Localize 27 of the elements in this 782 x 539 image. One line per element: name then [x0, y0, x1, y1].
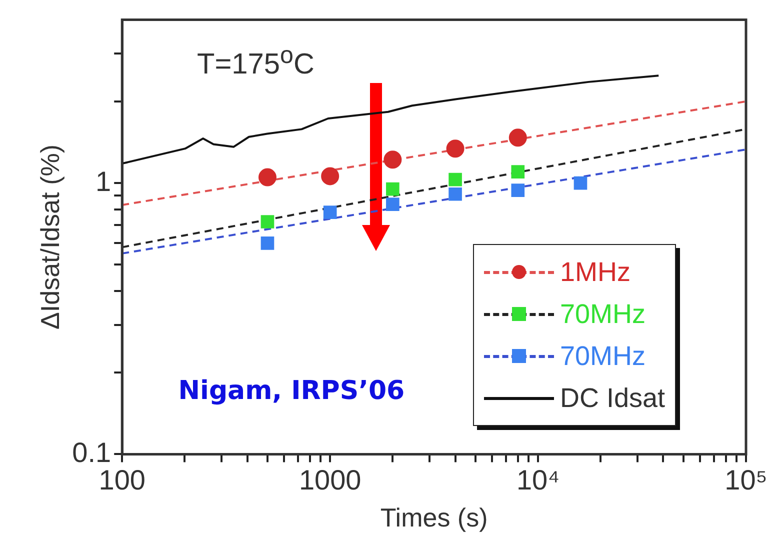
legend-label: 70MHz [560, 340, 646, 374]
point [508, 128, 527, 147]
point [511, 165, 525, 178]
x-tick-label: 10⁴ [516, 464, 560, 496]
point [384, 150, 402, 169]
y-tick-label: 1 [96, 166, 112, 197]
point [260, 236, 274, 250]
point [448, 172, 462, 186]
legend-label: DC Idsat [560, 382, 665, 416]
x-axis-title: Times (s) [380, 502, 488, 533]
point [321, 167, 340, 186]
point [323, 206, 337, 219]
point [260, 215, 274, 228]
point [448, 188, 462, 201]
x-tick-label: 1000 [298, 464, 362, 496]
point [446, 140, 464, 158]
legend-label: 70MHz [560, 298, 646, 332]
point [511, 184, 525, 197]
legend-label: 1MHz [560, 256, 630, 290]
x-tick-label: 10⁵ [724, 464, 768, 496]
point [574, 176, 588, 190]
annotation: T=175$^{o}$C [196, 42, 314, 82]
point [386, 182, 400, 196]
point [258, 168, 276, 186]
y-axis-title: ΔIdsat/Idsat (%) [34, 144, 65, 330]
point [386, 198, 400, 211]
annotation: Nigam, IRPS’06 [178, 376, 405, 406]
